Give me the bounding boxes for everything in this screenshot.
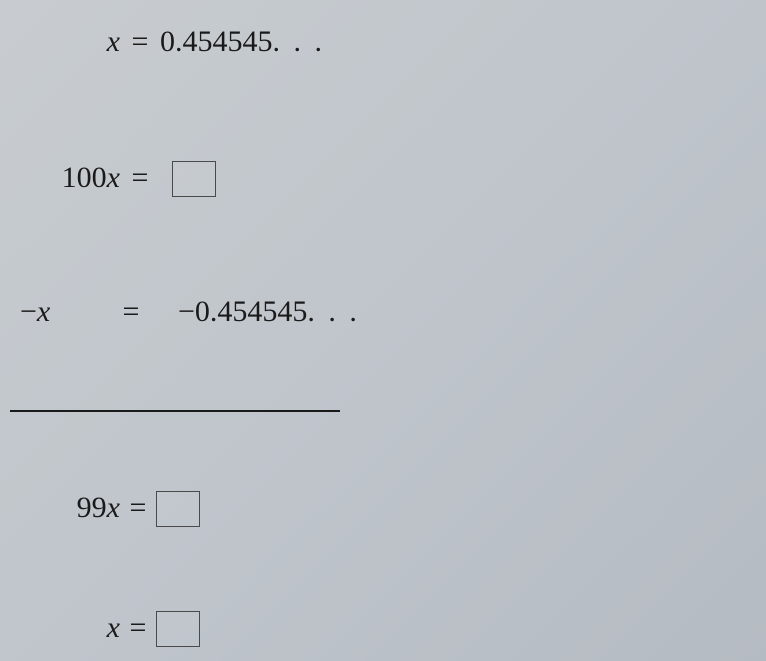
equals-sign: = (102, 295, 160, 329)
equals-sign: = (120, 611, 156, 645)
equation-row-4: 99x = (20, 488, 200, 528)
answer-box-99x[interactable] (156, 491, 200, 527)
rhs-blank (156, 609, 200, 646)
equation-row-5: x = (20, 608, 200, 648)
lhs-100x: 100x (20, 161, 120, 195)
var-x: x (107, 611, 120, 644)
equals-sign: = (120, 161, 160, 195)
minus-sign: − (20, 295, 37, 328)
lhs-x-final: x (20, 611, 120, 645)
coef-100: 100 (62, 161, 107, 194)
answer-box-100x[interactable] (172, 161, 216, 197)
equation-row-1: x = 0.454545. . . (20, 22, 325, 62)
rhs-value: −0.454545. . . (160, 295, 360, 329)
ellipsis: . . . (307, 295, 360, 328)
equals-sign: = (120, 25, 160, 59)
rhs-blank (160, 159, 216, 196)
rhs-value: 0.454545. . . (160, 25, 325, 59)
var-x: x (107, 161, 120, 194)
decimal-value: −0.454545 (178, 295, 307, 328)
var-x: x (37, 295, 50, 328)
answer-box-x[interactable] (156, 611, 200, 647)
var-x: x (107, 25, 120, 58)
rhs-blank (156, 489, 200, 526)
subtraction-rule (10, 410, 340, 412)
equation-row-3: −x = −0.454545. . . (20, 292, 360, 332)
worksheet: x = 0.454545. . . 100x = −x = −0.454545.… (0, 0, 766, 661)
decimal-value: 0.454545 (160, 25, 273, 58)
lhs-99x: 99x (20, 491, 120, 525)
lhs-minus-x: −x (20, 295, 102, 329)
lhs-x: x (20, 25, 120, 59)
coef-99: 99 (77, 491, 107, 524)
equation-row-2: 100x = (20, 158, 216, 198)
var-x: x (107, 491, 120, 524)
equals-sign: = (120, 491, 156, 525)
ellipsis: . . . (273, 25, 326, 58)
